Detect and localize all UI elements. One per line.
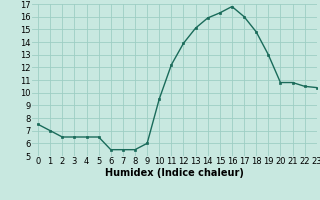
X-axis label: Humidex (Indice chaleur): Humidex (Indice chaleur) <box>105 168 244 178</box>
